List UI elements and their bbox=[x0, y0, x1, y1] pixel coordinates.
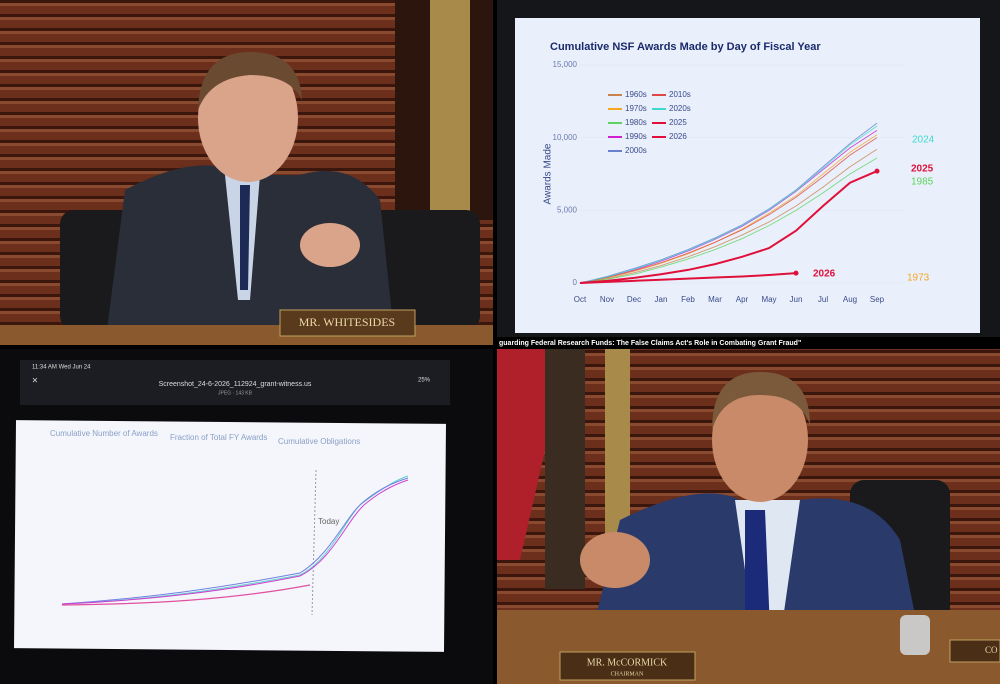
y-axis-label: Awards Made bbox=[543, 143, 554, 204]
tie bbox=[745, 510, 770, 630]
panel-top-right: Cumulative NSF Awards Made by Day of Fis… bbox=[497, 0, 1000, 347]
annotation: 2024 bbox=[912, 135, 935, 146]
x-tick-label: Apr bbox=[736, 295, 749, 304]
hand bbox=[300, 223, 360, 267]
legend-label: 1970s bbox=[625, 104, 647, 113]
tablet-line bbox=[61, 584, 311, 606]
flag-pole-area bbox=[545, 349, 585, 589]
flag bbox=[497, 349, 560, 560]
y-tick-label: 15,000 bbox=[553, 60, 578, 69]
tab[interactable]: Fraction of Total FY Awards bbox=[170, 433, 267, 442]
nameplate-text: MR. McCORMICK bbox=[587, 657, 668, 668]
x-tick-label: Nov bbox=[600, 295, 614, 304]
tab[interactable]: Cumulative Obligations bbox=[278, 437, 360, 446]
y-tick-label: 5,000 bbox=[557, 205, 578, 214]
status-time: 11:34 AM Wed Jun 24 bbox=[32, 365, 91, 371]
annotation: 1985 bbox=[911, 177, 934, 188]
x-tick-label: Aug bbox=[843, 295, 857, 304]
curtain-fringe bbox=[605, 349, 630, 549]
series-line bbox=[579, 137, 878, 284]
x-tick-label: Sep bbox=[870, 295, 885, 304]
legend-label: 2020s bbox=[669, 104, 691, 113]
hair bbox=[198, 52, 302, 110]
series-line bbox=[579, 157, 878, 284]
side-nameplate bbox=[949, 639, 1000, 663]
series-line bbox=[579, 130, 878, 284]
file-name: Screenshot_24-6-2026_112924_grant-witnes… bbox=[159, 381, 312, 388]
x-tick-label: Jul bbox=[818, 295, 828, 304]
face bbox=[712, 378, 808, 502]
annotation: 2026 bbox=[813, 269, 836, 280]
caption: guarding Federal Research Funds: The Fal… bbox=[499, 340, 801, 347]
series-line bbox=[579, 170, 878, 284]
legend-label: 2025 bbox=[669, 118, 687, 127]
desk bbox=[0, 325, 493, 345]
x-tick-label: Jan bbox=[655, 295, 668, 304]
end-point bbox=[793, 270, 799, 276]
legend-label: 1980s bbox=[625, 118, 647, 127]
water-bottle bbox=[900, 615, 930, 655]
caption-bar bbox=[497, 337, 1000, 347]
nameplate bbox=[279, 309, 416, 337]
x-tick-label: Feb bbox=[681, 295, 695, 304]
close-button[interactable]: × bbox=[32, 376, 38, 387]
end-point bbox=[874, 168, 880, 174]
panel-top-left: MR. WHITESIDES bbox=[0, 0, 493, 345]
legend-label: 1960s bbox=[625, 90, 647, 99]
series-line bbox=[579, 148, 878, 284]
annotation: 2025 bbox=[911, 164, 934, 175]
tie bbox=[240, 185, 250, 290]
curtain-fringe bbox=[430, 0, 470, 230]
battery: 25% bbox=[418, 378, 431, 384]
x-tick-label: Oct bbox=[574, 295, 587, 304]
legend-label: 2010s bbox=[669, 90, 691, 99]
nameplate-text: MR. WHITESIDES bbox=[299, 315, 395, 329]
nameplate bbox=[559, 651, 696, 681]
tablet-line bbox=[61, 479, 409, 605]
annotation: 1973 bbox=[907, 273, 930, 284]
chart-title: Cumulative NSF Awards Made by Day of Fis… bbox=[550, 41, 821, 53]
legend-label: 2000s bbox=[625, 146, 647, 155]
tablet-line bbox=[61, 475, 409, 605]
y-tick-label: 10,000 bbox=[553, 133, 578, 142]
series-line bbox=[579, 125, 878, 284]
y-tick-label: 0 bbox=[573, 278, 578, 287]
tablet-toolbar bbox=[20, 360, 450, 405]
side-nameplate-text: CO bbox=[985, 645, 998, 655]
hair bbox=[712, 372, 810, 430]
legend-label: 2026 bbox=[669, 132, 687, 141]
x-tick-label: Jun bbox=[790, 295, 803, 304]
today-line bbox=[311, 469, 317, 616]
file-info: JPEG · 143 KB bbox=[218, 390, 253, 396]
tablet-screen bbox=[14, 420, 446, 652]
hand bbox=[580, 532, 650, 588]
tablet-line bbox=[61, 477, 409, 605]
x-tick-label: Dec bbox=[627, 295, 641, 304]
panel-bottom-right: MR. McCORMICK CHAIRMAN CO bbox=[497, 349, 1000, 684]
series-line bbox=[579, 272, 797, 284]
tab[interactable]: Cumulative Number of Awards bbox=[50, 429, 158, 438]
x-tick-label: May bbox=[761, 295, 776, 304]
today-label: Today bbox=[318, 517, 339, 526]
legend-label: 1990s bbox=[625, 132, 647, 141]
face bbox=[198, 54, 298, 182]
panel-bottom-left: 11:34 AM Wed Jun 24 25% × Screenshot_24-… bbox=[0, 349, 493, 684]
series-line bbox=[579, 122, 878, 284]
x-tick-label: Mar bbox=[708, 295, 722, 304]
nameplate-subtitle: CHAIRMAN bbox=[611, 671, 644, 677]
